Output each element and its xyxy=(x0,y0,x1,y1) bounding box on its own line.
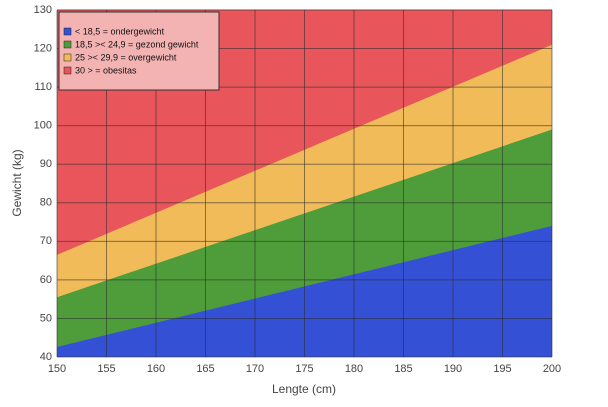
y-tick-label: 120 xyxy=(34,42,52,54)
y-tick-label: 110 xyxy=(34,81,52,93)
y-tick-label: 100 xyxy=(34,120,52,132)
x-tick-label: 165 xyxy=(196,363,214,375)
y-tick-label: 40 xyxy=(40,351,52,363)
x-tick-label: 200 xyxy=(543,363,561,375)
y-tick-label: 130 xyxy=(34,4,52,16)
x-tick-label: 160 xyxy=(147,363,165,375)
x-tick-label: 170 xyxy=(246,363,264,375)
legend-label: 25 >< 29,9 = overgewicht xyxy=(75,52,177,62)
x-tick-label: 180 xyxy=(345,363,363,375)
x-tick-label: 185 xyxy=(394,363,412,375)
y-tick-label: 50 xyxy=(40,312,52,324)
x-tick-label: 150 xyxy=(48,363,66,375)
y-tick-label: 70 xyxy=(40,235,52,247)
legend-swatch xyxy=(63,40,72,49)
legend-label: < 18,5 = ondergewicht xyxy=(75,26,165,36)
y-tick-label: 80 xyxy=(40,197,52,209)
x-tick-label: 155 xyxy=(97,363,115,375)
x-axis-title: Lengte (cm) xyxy=(272,382,336,396)
legend-label: 18,5 >< 24,9 = gezond gewicht xyxy=(75,39,199,49)
x-tick-label: 195 xyxy=(493,363,511,375)
x-tick-label: 175 xyxy=(295,363,313,375)
y-axis-title: Gewicht (kg) xyxy=(10,149,24,216)
legend-swatch xyxy=(63,53,72,62)
x-tick-label: 190 xyxy=(444,363,462,375)
legend-swatch xyxy=(63,66,72,75)
legend: < 18,5 = ondergewicht 18,5 >< 24,9 = gezo… xyxy=(58,11,220,91)
legend-swatch xyxy=(63,27,72,36)
legend-label: 30 > = obesitas xyxy=(75,65,137,75)
y-tick-label: 90 xyxy=(40,158,52,170)
legend-box xyxy=(58,11,220,91)
y-tick-label: 60 xyxy=(40,274,52,286)
